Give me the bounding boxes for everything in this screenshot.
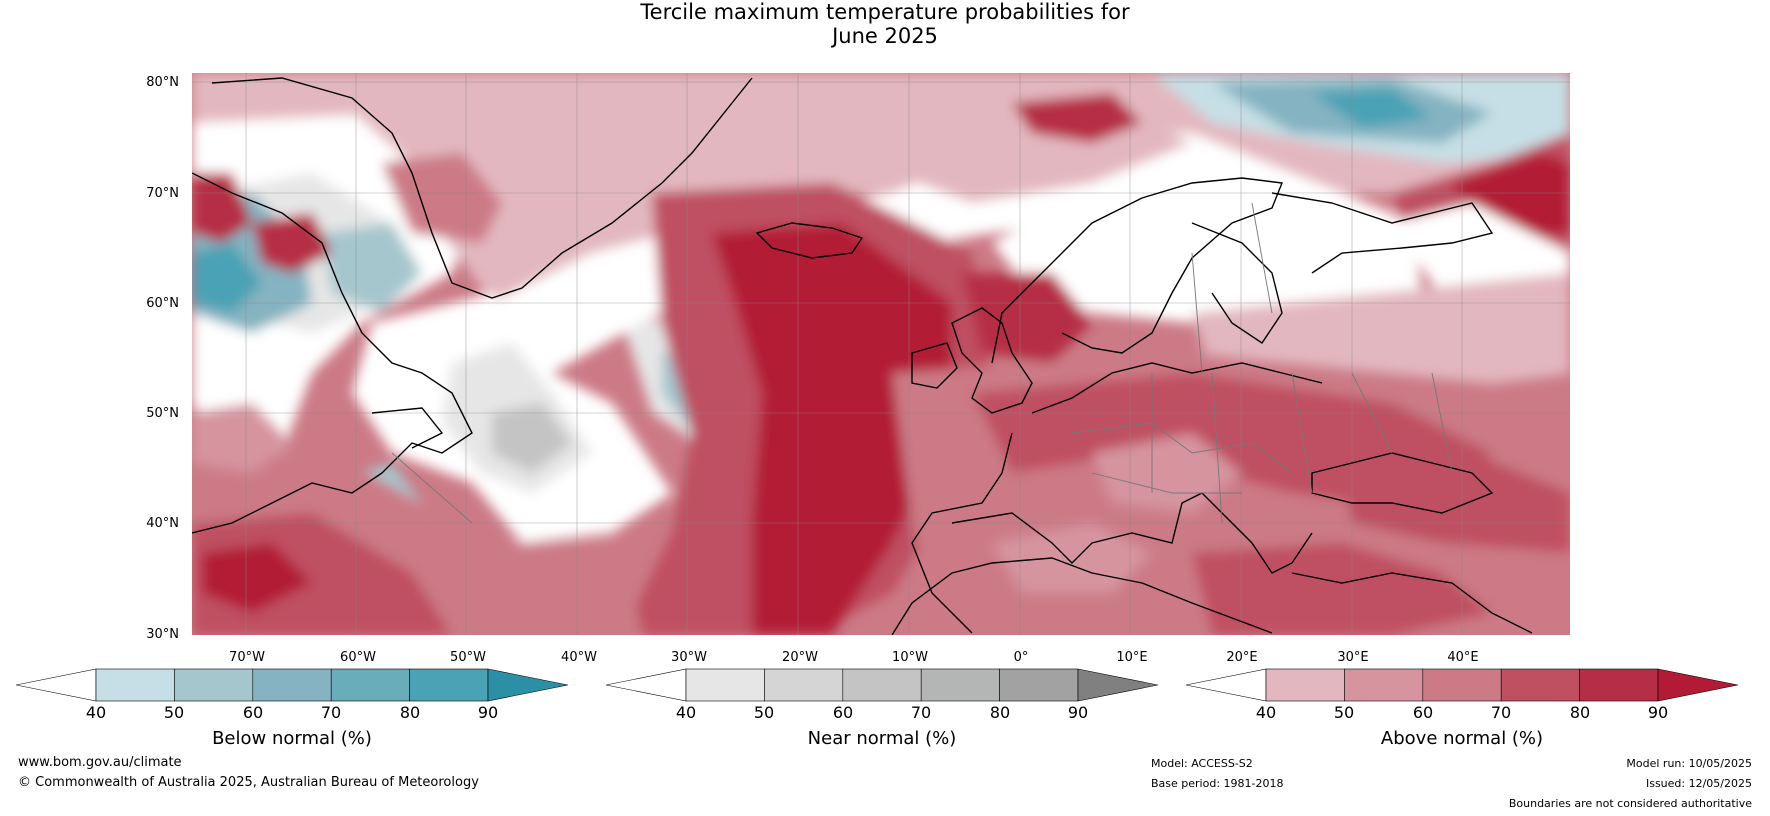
cb0-seg5 bbox=[409, 668, 489, 702]
below-tick-40: 40 bbox=[85, 703, 107, 722]
colorbar-above-normal bbox=[1186, 668, 1738, 702]
lon-label-40e: 40°E bbox=[1447, 650, 1479, 665]
lat-label-50n: 50°N bbox=[146, 406, 179, 421]
lat-label-30n: 30°N bbox=[146, 627, 179, 642]
above-tick-60: 60 bbox=[1412, 703, 1434, 722]
lon-label-50w: 50°W bbox=[450, 650, 486, 665]
near-tick-40: 40 bbox=[675, 703, 697, 722]
near-tick-70: 70 bbox=[910, 703, 932, 722]
lon-label-60w: 60°W bbox=[340, 650, 376, 665]
below-tick-80: 80 bbox=[399, 703, 421, 722]
title-line-2: June 2025 bbox=[832, 24, 938, 48]
below-tick-50: 50 bbox=[163, 703, 185, 722]
map-gridlines bbox=[192, 73, 1570, 635]
cb1-seg0 bbox=[606, 668, 687, 702]
cb2-seg6 bbox=[1657, 668, 1738, 702]
lon-label-10w: 10°W bbox=[892, 650, 928, 665]
footer-url: www.bom.gov.au/climate bbox=[18, 755, 182, 770]
lon-label-30w: 30°W bbox=[671, 650, 707, 665]
lon-label-70w: 70°W bbox=[229, 650, 265, 665]
above-tick-70: 70 bbox=[1490, 703, 1512, 722]
chart-title: Tercile maximum temperature probabilitie… bbox=[0, 0, 1770, 48]
above-tick-80: 80 bbox=[1569, 703, 1591, 722]
cb2-seg4 bbox=[1500, 668, 1580, 702]
cb1-seg4 bbox=[920, 668, 1000, 702]
cb0-seg0 bbox=[16, 668, 97, 702]
near-tick-90: 90 bbox=[1067, 703, 1089, 722]
near-tick-80: 80 bbox=[989, 703, 1011, 722]
below-tick-60: 60 bbox=[242, 703, 264, 722]
below-tick-90: 90 bbox=[477, 703, 499, 722]
near-tick-50: 50 bbox=[753, 703, 775, 722]
lon-label-30e: 30°E bbox=[1337, 650, 1369, 665]
lat-label-70n: 70°N bbox=[146, 186, 179, 201]
footer-model-run: Model run: 10/05/2025 bbox=[1626, 757, 1752, 770]
cb0-seg6 bbox=[487, 668, 568, 702]
cb2-seg2 bbox=[1344, 668, 1424, 702]
colorbar-near-normal bbox=[606, 668, 1158, 702]
above-tick-40: 40 bbox=[1255, 703, 1277, 722]
lat-label-80n: 80°N bbox=[146, 75, 179, 90]
above-tick-50: 50 bbox=[1333, 703, 1355, 722]
cb0-seg4 bbox=[330, 668, 410, 702]
lon-label-20e: 20°E bbox=[1226, 650, 1258, 665]
cb2-seg1 bbox=[1265, 668, 1345, 702]
country-borders bbox=[391, 202, 1453, 524]
below-tick-70: 70 bbox=[320, 703, 342, 722]
probability-map bbox=[192, 73, 1570, 635]
coastlines bbox=[192, 77, 1533, 635]
lat-label-60n: 60°N bbox=[146, 296, 179, 311]
cb1-seg6 bbox=[1077, 668, 1158, 702]
map-canvas bbox=[192, 73, 1570, 635]
cb0-seg3 bbox=[252, 668, 332, 702]
footer-model: Model: ACCESS-S2 bbox=[1151, 757, 1253, 770]
title-line-1: Tercile maximum temperature probabilitie… bbox=[640, 0, 1130, 24]
cb2-seg5 bbox=[1579, 668, 1659, 702]
cb2-seg3 bbox=[1422, 668, 1502, 702]
lon-label-20w: 20°W bbox=[782, 650, 818, 665]
cb0-seg1 bbox=[95, 668, 175, 702]
above-tick-90: 90 bbox=[1647, 703, 1669, 722]
lon-label-0: 0° bbox=[1013, 650, 1029, 665]
lon-label-40w: 40°W bbox=[561, 650, 597, 665]
footer-copyright: © Commonwealth of Australia 2025, Austra… bbox=[18, 775, 479, 790]
cb1-seg5 bbox=[999, 668, 1079, 702]
colorbar-below-normal bbox=[16, 668, 568, 702]
above-normal-label: Above normal (%) bbox=[1380, 728, 1544, 749]
near-tick-60: 60 bbox=[832, 703, 854, 722]
cb1-seg2 bbox=[764, 668, 844, 702]
footer-base-period: Base period: 1981-2018 bbox=[1151, 777, 1284, 790]
near-normal-label: Near normal (%) bbox=[807, 728, 957, 749]
below-normal-label: Below normal (%) bbox=[212, 728, 372, 749]
cb1-seg1 bbox=[685, 668, 765, 702]
cb0-seg2 bbox=[174, 668, 254, 702]
footer-disclaimer: Boundaries are not considered authoritat… bbox=[1508, 797, 1752, 810]
probability-field bbox=[192, 73, 1570, 635]
cb1-seg3 bbox=[842, 668, 922, 702]
lon-label-10e: 10°E bbox=[1116, 650, 1148, 665]
footer-issued: Issued: 12/05/2025 bbox=[1645, 777, 1752, 790]
lat-label-40n: 40°N bbox=[146, 516, 179, 531]
cb2-seg0 bbox=[1186, 668, 1267, 702]
